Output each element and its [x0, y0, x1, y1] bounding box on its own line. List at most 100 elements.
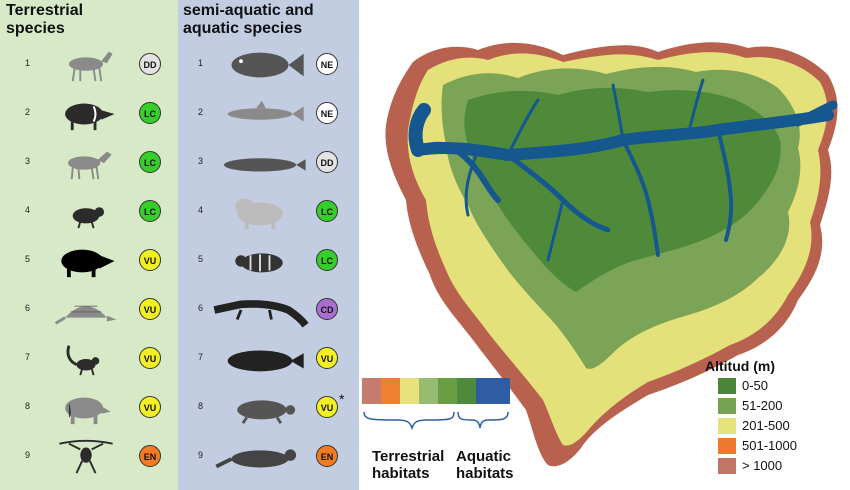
aquatic-species-row-7: 7 VU: [178, 338, 359, 378]
species-number: 5: [198, 254, 204, 264]
aquatic-habitat-swatch: [476, 378, 510, 404]
peccary-icon: [65, 103, 115, 131]
aquatic-species-row-3: 3 DD: [178, 142, 359, 182]
conservation-status-badge: CD: [316, 298, 338, 320]
terrestrial-species-row-2: 2 LC: [0, 93, 178, 133]
caiman-icon: [213, 300, 309, 328]
manatee-icon: [227, 350, 304, 372]
legend-swatch: [718, 438, 736, 454]
legend-item: > 1000: [718, 458, 848, 474]
species-number: 7: [198, 352, 204, 362]
aquatic-habitats-label: Aquatic habitats: [456, 448, 514, 482]
species-number: 8: [198, 401, 204, 411]
terrestrial-panel-title: Terrestrial species: [6, 2, 84, 37]
aquatic-species-panel: semi-aquatic and aquatic species 1 NE 2 …: [178, 0, 359, 490]
white-lipped-peccary-icon: [61, 249, 115, 278]
conservation-status-badge: NE: [316, 53, 338, 75]
brocket-deer-icon: [67, 151, 112, 180]
catfish-icon: [227, 100, 304, 122]
terrestrial-habitats-label: Terrestrial habitats: [372, 448, 445, 482]
conservation-status-badge: LC: [139, 102, 161, 124]
habitat-braces: [363, 411, 509, 431]
legend-label: 501-1000: [742, 438, 797, 453]
terrestrial-species-row-3: 3 LC: [0, 142, 178, 182]
conservation-status-badge: LC: [139, 151, 161, 173]
terrestrial-habitat-swatch: [362, 378, 381, 404]
otter-icon: [215, 449, 297, 469]
habitat-color-bar: [362, 378, 510, 404]
map-lowland-region: [464, 87, 781, 293]
conservation-status-badge: VU: [139, 347, 161, 369]
species-number: 7: [25, 352, 31, 362]
aquatic-species-row-8: 8 VU *: [178, 387, 359, 427]
terrestrial-species-row-6: 6 VU: [0, 289, 178, 329]
species-number: 3: [25, 156, 31, 166]
terrestrial-species-row-4: 4 LC: [0, 191, 178, 231]
conservation-status-badge: LC: [316, 200, 338, 222]
conservation-status-badge: DD: [139, 53, 161, 75]
amazon-basin-altitude-map: [385, 42, 838, 467]
terrestrial-species-row-8: 8 VU: [0, 387, 178, 427]
legend-swatch: [718, 378, 736, 394]
conservation-status-badge: VU: [316, 347, 338, 369]
conservation-status-badge: VU: [139, 249, 161, 271]
aquatic-species-row-1: 1 NE: [178, 44, 359, 84]
turtle-icon: [237, 400, 296, 424]
tapir-icon: [65, 397, 111, 425]
conservation-status-badge: VU: [139, 298, 161, 320]
capybara-icon: [235, 198, 283, 230]
terrestrial-species-panel: Terrestrial species 1 DD 2 LC 3 LC 4 LC …: [0, 0, 178, 490]
species-number: 5: [25, 254, 31, 264]
monkey-icon: [66, 345, 100, 376]
arapaima-icon: [223, 158, 306, 172]
map-river-network: [408, 78, 838, 262]
species-number: 6: [25, 303, 31, 313]
terrestrial-species-row-9: 9 EN: [0, 436, 178, 476]
terrestrial-habitat-swatch: [419, 378, 438, 404]
terrestrial-habitat-swatch: [400, 378, 419, 404]
legend-label: > 1000: [742, 458, 783, 473]
deer-icon: [68, 51, 113, 82]
aquatic-species-row-4: 4 LC: [178, 191, 359, 231]
aquatic-panel-title: semi-aquatic and aquatic species: [183, 2, 314, 37]
terrestrial-species-row-5: 5 VU: [0, 240, 178, 280]
aquatic-brace: [457, 411, 509, 429]
terrestrial-habitat-swatch: [381, 378, 400, 404]
status-footnote-marker: *: [339, 391, 345, 407]
agouti-icon: [72, 207, 105, 229]
conservation-status-badge: EN: [139, 445, 161, 467]
legend-swatch: [718, 418, 736, 434]
species-number: 6: [198, 303, 204, 313]
legend-title: Altitud (m): [705, 358, 775, 374]
terrestrial-habitat-swatch: [438, 378, 457, 404]
species-number: 4: [25, 205, 31, 215]
terrestrial-species-row-7: 7 VU: [0, 338, 178, 378]
species-number: 2: [198, 107, 204, 117]
legend-swatch: [718, 398, 736, 414]
legend-label: 0-50: [742, 378, 769, 393]
legend-item: 51-200: [718, 398, 848, 414]
conservation-status-badge: VU: [139, 396, 161, 418]
legend-item: 0-50: [718, 378, 848, 394]
spider-monkey-icon: [59, 439, 113, 474]
aquatic-species-row-6: 6 CD: [178, 289, 359, 329]
conservation-status-badge: LC: [316, 249, 338, 271]
paca-icon: [235, 253, 283, 273]
aquatic-species-row-2: 2 NE: [178, 93, 359, 133]
aquatic-species-row-9: 9 EN: [178, 436, 359, 476]
conservation-status-badge: EN: [316, 445, 338, 467]
species-number: 2: [25, 107, 31, 117]
species-number: 3: [198, 156, 204, 166]
legend-item: 501-1000: [718, 438, 848, 454]
species-number: 1: [25, 58, 31, 68]
conservation-status-badge: VU: [316, 396, 338, 418]
legend-label: 201-500: [742, 418, 790, 433]
species-number: 9: [25, 450, 31, 460]
species-number: 1: [198, 58, 204, 68]
species-number: 8: [25, 401, 31, 411]
terrestrial-brace: [363, 411, 455, 431]
species-number: 9: [198, 450, 204, 460]
legend-label: 51-200: [742, 398, 783, 413]
aquatic-species-row-5: 5 LC: [178, 240, 359, 280]
conservation-status-badge: LC: [139, 200, 161, 222]
